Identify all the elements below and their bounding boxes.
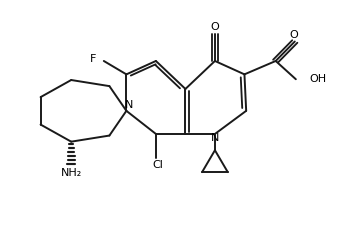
Text: F: F (90, 54, 96, 64)
Text: OH: OH (309, 74, 326, 84)
Text: O: O (211, 22, 219, 32)
Text: N: N (125, 100, 133, 110)
Text: N: N (211, 133, 219, 143)
Text: O: O (289, 30, 298, 40)
Text: Cl: Cl (152, 160, 163, 170)
Text: NH₂: NH₂ (61, 168, 82, 178)
